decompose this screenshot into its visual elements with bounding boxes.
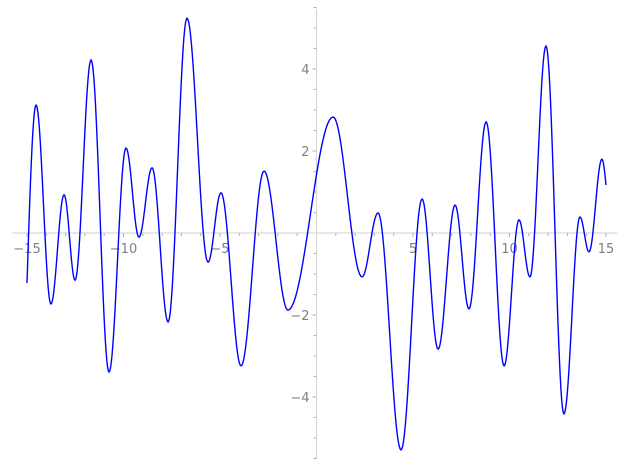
x-tick-label: 15: [598, 242, 615, 257]
x-tick-label: −15: [13, 242, 40, 257]
y-tick-label: 2: [301, 145, 309, 160]
x-tick-label: −5: [210, 242, 229, 257]
y-tick-label: 4: [301, 63, 309, 78]
series-line: [26, 16, 607, 451]
y-tick-label: −4: [290, 391, 309, 406]
x-tick-label: −10: [110, 242, 137, 257]
x-tick-label: 5: [409, 242, 417, 257]
axes: [12, 7, 617, 459]
tick-labels: −15 −10 −5 5 10 15−4−224: [13, 63, 614, 406]
y-tick-label: −2: [290, 309, 309, 324]
